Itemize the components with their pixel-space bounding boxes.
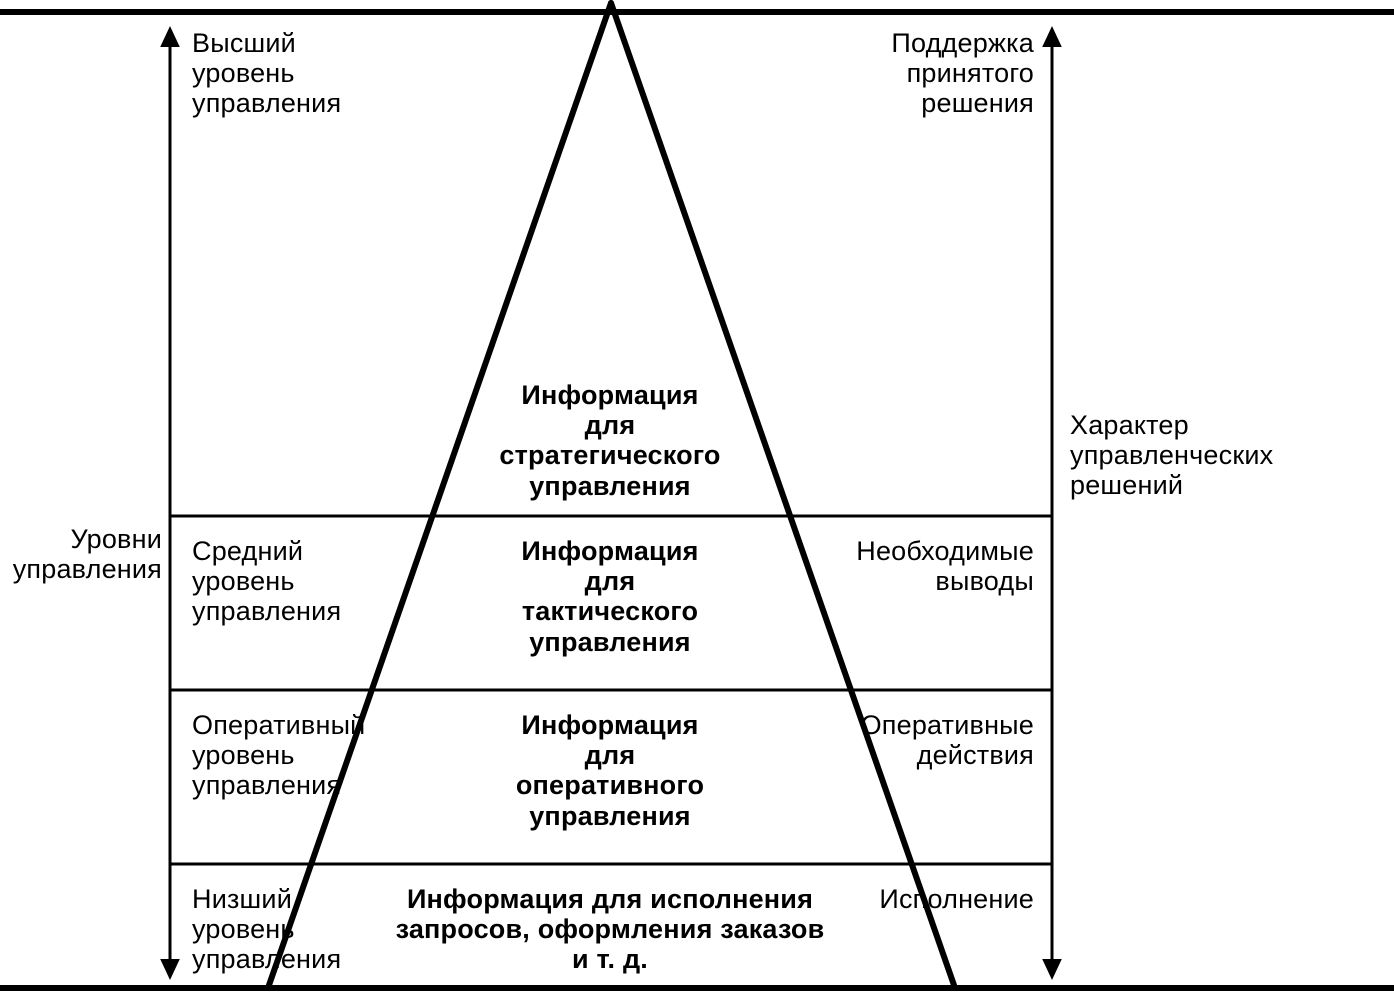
diagram-stage: Уровни управления Характер управленчески… [0, 0, 1394, 1003]
axis-right-label: Характер управленческих решений [1070, 410, 1273, 501]
level-1-center: Информация для тактического управления [350, 536, 870, 657]
level-1-left: Средний уровень управления [192, 536, 341, 627]
level-0-center: Информация для стратегического управлени… [350, 380, 870, 501]
level-0-left: Высший уровень управления [192, 28, 341, 119]
diagram-svg [0, 0, 1394, 1003]
level-2-right: Оперативные действия [861, 710, 1034, 770]
level-2-left: Оперативный уровень управления [192, 710, 365, 801]
level-1-right: Необходимые выводы [856, 536, 1034, 596]
level-0-right: Поддержка принятого решения [891, 28, 1034, 119]
axis-left-label: Уровни управления [13, 524, 162, 584]
level-3-center: Информация для исполнения запросов, офор… [300, 884, 920, 975]
level-2-center: Информация для оперативного управления [350, 710, 870, 831]
